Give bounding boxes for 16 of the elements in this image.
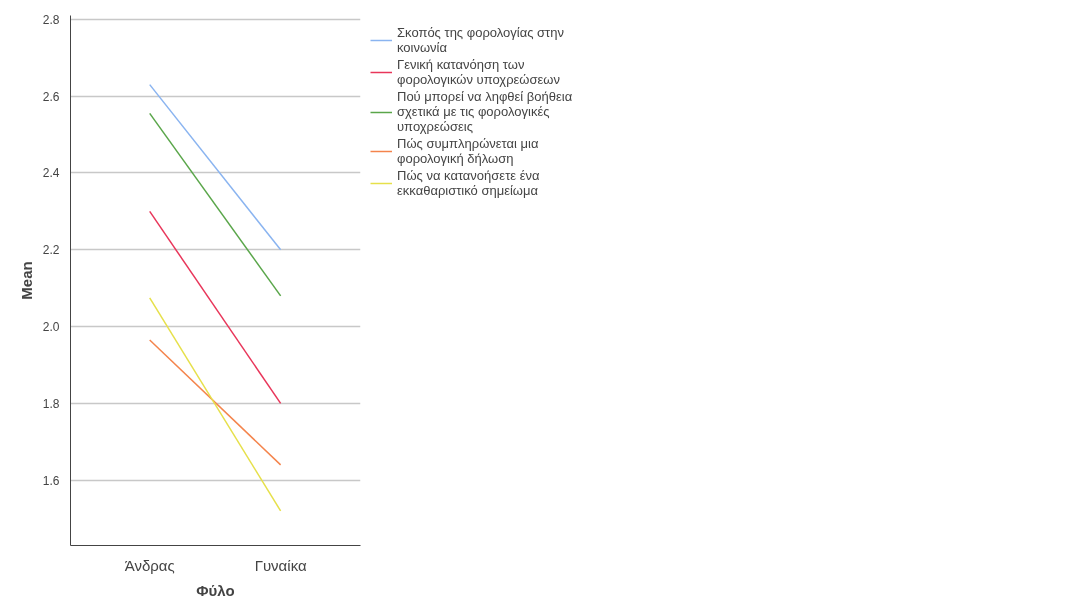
y-tick-label: 1.8 bbox=[42, 396, 60, 411]
x-tick-label: Άνδρας bbox=[124, 556, 175, 574]
y-tick-label: 1.6 bbox=[42, 473, 60, 488]
legend-label: Γενική κατανόηση των φορολογικών υποχρεώσεων bbox=[397, 57, 560, 87]
y-tick-label: 2.4 bbox=[42, 166, 60, 181]
legend-label: Πού μπορεί να ληφθεί βοήθεια σχετικά με τις φορολογικές υποχρεώσεις bbox=[397, 89, 573, 134]
x-axis-title: Φύλο bbox=[196, 581, 235, 599]
y-axis-title: Mean bbox=[17, 261, 35, 300]
y-tick-label: 2.2 bbox=[42, 243, 60, 258]
x-tick-label: Γυναίκα bbox=[254, 556, 307, 574]
y-tick-label: 2.0 bbox=[42, 320, 60, 335]
legend-label: Πώς συμπληρώνεται μια φορολογική δήλωση bbox=[397, 136, 539, 166]
y-tick-label: 2.8 bbox=[42, 12, 60, 27]
legend-label: Πώς να κατανοήσετε ένα εκκαθαριστικό σημείωμα bbox=[397, 168, 540, 198]
y-tick-label: 2.6 bbox=[42, 89, 60, 104]
legend-label: Σκοπός της φορολογίας στην κοινωνία bbox=[397, 25, 564, 55]
